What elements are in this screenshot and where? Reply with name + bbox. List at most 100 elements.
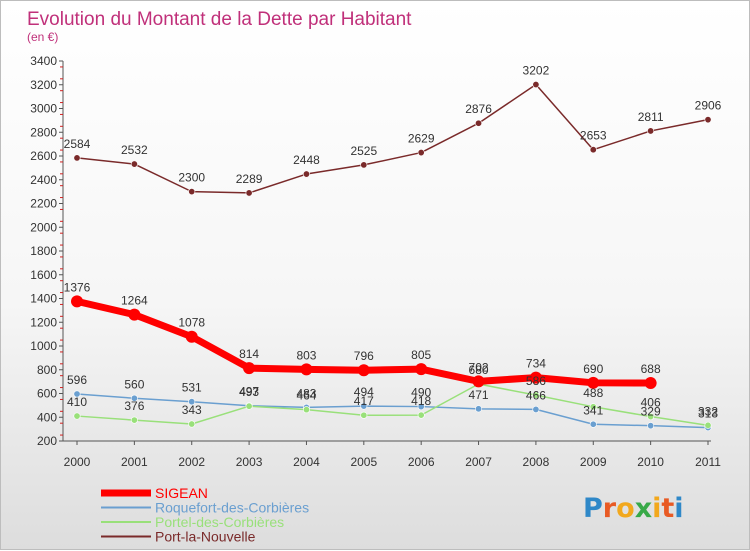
data-label: 586 [526,374,546,388]
data-point [188,188,196,196]
data-point [71,295,83,308]
data-label: 2532 [121,143,148,157]
y-tick-label: 3400 [30,54,57,68]
data-point [704,421,712,429]
y-tick-label: 3000 [30,102,57,116]
data-point [475,405,483,413]
data-point [360,402,368,410]
series-line-2 [76,383,709,427]
legend-label: Portel-des-Corbières [155,514,284,530]
legend-label: SIGEAN [155,485,208,501]
data-label: 2448 [293,153,320,167]
data-label: 3202 [523,64,550,78]
data-point [532,391,540,399]
data-point [644,377,657,390]
data-point [704,116,712,124]
data-label: 341 [583,403,603,417]
y-tick-label: 2800 [30,125,57,139]
data-label: 471 [469,388,489,402]
data-label: 418 [411,394,431,408]
data-label: 688 [641,362,661,376]
y-tick-label: 1400 [30,292,57,306]
y-tick-label: 1200 [30,315,57,329]
y-tick-label: 3200 [30,78,57,92]
y-tick-label: 600 [37,387,57,401]
x-tick-label: 2007 [465,455,492,469]
data-point [417,403,425,411]
data-point [417,411,425,419]
series-line-3 [76,83,709,194]
data-point [475,119,483,127]
data-label: 313 [698,407,718,421]
data-label: 734 [526,357,546,371]
data-point [73,390,81,398]
data-label: 596 [67,373,87,387]
x-tick-label: 2008 [523,455,550,469]
data-label: 494 [354,385,374,399]
data-point [357,364,370,377]
proxiti-logo: Proxiti [583,493,684,524]
data-label: 493 [239,385,259,399]
data-label: 376 [124,399,144,413]
data-point [188,420,196,428]
legend-label: Port-la-Nouvelle [155,529,256,545]
data-point [360,411,368,419]
data-label: 2876 [465,102,492,116]
data-point [188,398,196,406]
y-tick-label: 1600 [30,268,57,282]
data-label: 805 [411,348,431,362]
data-point [302,170,310,178]
data-label: 2653 [580,129,607,143]
data-label: 410 [67,395,87,409]
y-tick-label: 800 [37,363,57,377]
data-label: 1078 [178,316,205,330]
series-line-1 [76,393,709,429]
x-tick-label: 2002 [178,455,205,469]
data-label: 2289 [236,172,263,186]
x-tick-label: 2009 [580,455,607,469]
data-point [130,160,138,168]
data-label: 488 [583,386,603,400]
x-tick-label: 2001 [121,455,148,469]
y-tick-label: 1000 [30,339,57,353]
legend-label: Roquefort-des-Corbières [155,500,309,516]
data-point [245,402,253,410]
data-point [647,127,655,135]
data-label: 2629 [408,132,435,146]
data-point [245,189,253,197]
data-label: 702 [469,360,489,374]
data-label: 560 [124,377,144,391]
data-point [587,376,600,389]
data-point [529,371,542,384]
x-tick-label: 2010 [637,455,664,469]
data-label: 1264 [121,294,148,308]
x-tick-label: 2000 [64,455,91,469]
data-label: 2906 [695,99,722,113]
chart-subtitle: (en €) [27,30,58,44]
data-label: 2811 [638,110,664,124]
data-label: 803 [296,348,316,362]
y-tick-label: 400 [37,410,57,424]
data-point [302,406,310,414]
data-label: 464 [296,389,316,403]
data-label: 2525 [350,144,377,158]
data-label: 483 [296,386,316,400]
x-tick-label: 2011 [695,455,721,469]
axes: 200 400 600 800 1000 1200 1400 1600 1800 2000 2200… [30,54,721,469]
data-point [73,412,81,420]
x-tick-label: 2004 [293,455,320,469]
data-point [532,405,540,413]
data-label: 343 [182,403,202,417]
data-label: 466 [526,388,546,402]
y-tick-label: 2600 [30,149,57,163]
data-point [128,308,141,321]
data-point [472,375,485,388]
data-point [243,362,256,375]
y-tick-label: 2400 [30,173,57,187]
legend: SIGEANRoquefort-des-CorbièresPortel-des-… [101,485,309,545]
x-tick-label: 2005 [350,455,377,469]
data-label: 796 [354,349,374,363]
data-label: 2584 [64,137,91,151]
x-tick-label: 2006 [408,455,435,469]
data-point [73,154,81,162]
